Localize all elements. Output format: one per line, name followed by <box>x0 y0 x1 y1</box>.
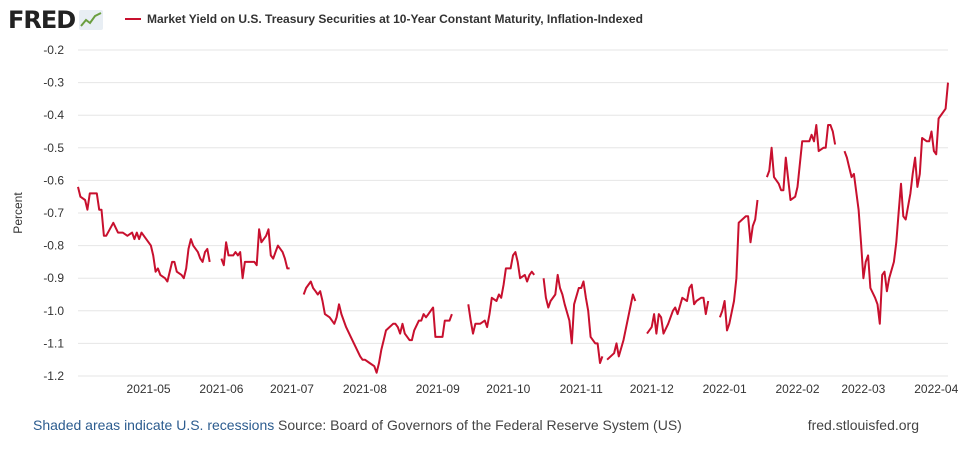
y-tick-label: -0.7 <box>43 206 64 220</box>
series-line-segment <box>220 228 290 280</box>
series-lines <box>77 82 949 374</box>
series-line-segment <box>467 251 536 335</box>
series-line-segment <box>765 124 837 201</box>
y-tick-label: -0.4 <box>43 108 64 122</box>
chart-header: FRED Market Yield on U.S. Treasury Secur… <box>0 0 968 40</box>
y-tick-label: -0.5 <box>43 141 64 155</box>
site-url[interactable]: fred.stlouisfed.org <box>807 417 919 433</box>
fred-logo-text: FRED <box>8 6 76 34</box>
y-axis-tick-labels: -0.2 -0.3 -0.4 -0.5 -0.6 -0.7 -0.8 -0.9 -1.0 -1.1… <box>43 43 64 383</box>
series-line-segment <box>646 283 710 335</box>
y-axis-label: Percent <box>11 192 25 234</box>
y-tick-label: -1.0 <box>43 304 64 318</box>
y-tick-label: -0.9 <box>43 271 64 285</box>
y-tick-label: -0.8 <box>43 239 64 253</box>
source-text: Source: Board of Governors of the Federa… <box>278 417 682 433</box>
line-chart: -0.2 -0.3 -0.4 -0.5 -0.6 -0.7 -0.8 -0.9 -1.0 -1.1… <box>11 43 959 396</box>
x-tick-label: 2021-05 <box>127 382 171 396</box>
line-graph-icon <box>79 10 104 30</box>
x-axis-tick-labels: 2021-05 2021-06 2021-07 2021-08 2021-09 2021-… <box>127 382 959 396</box>
series-line-segment <box>542 273 604 364</box>
y-tick-label: -0.6 <box>43 173 64 187</box>
chart-legend: Market Yield on U.S. Treasury Securities… <box>125 12 643 26</box>
x-tick-label: 2021-09 <box>416 382 460 396</box>
grid-lines <box>78 49 948 377</box>
x-tick-label: 2022-03 <box>841 382 885 396</box>
y-tick-label: -0.2 <box>43 43 64 57</box>
x-tick-label: 2021-12 <box>630 382 674 396</box>
y-tick-label: -0.3 <box>43 76 64 90</box>
fred-logo[interactable]: FRED <box>8 6 104 34</box>
chart-footer: Shaded areas indicate U.S. recessions So… <box>0 413 968 437</box>
x-tick-label: 2021-10 <box>486 382 530 396</box>
legend-swatch <box>125 18 141 20</box>
y-tick-label: -1.2 <box>43 369 64 383</box>
x-tick-label: 2021-08 <box>343 382 387 396</box>
series-line-segment <box>843 82 949 325</box>
x-tick-label: 2021-11 <box>560 382 603 396</box>
series-line-segment <box>606 293 637 361</box>
x-tick-label: 2022-02 <box>775 382 819 396</box>
x-tick-label: 2021-06 <box>199 382 243 396</box>
y-tick-label: -1.1 <box>43 336 64 350</box>
recession-note-link[interactable]: Shaded areas indicate U.S. recessions <box>33 417 275 433</box>
x-tick-label: 2022-04 <box>914 382 958 396</box>
series-line-segment <box>77 186 211 283</box>
series-line-segment <box>302 280 453 374</box>
x-tick-label: 2021-07 <box>270 382 314 396</box>
series-line-segment <box>718 199 759 332</box>
legend-label: Market Yield on U.S. Treasury Securities… <box>147 12 643 26</box>
x-tick-label: 2022-01 <box>703 382 747 396</box>
